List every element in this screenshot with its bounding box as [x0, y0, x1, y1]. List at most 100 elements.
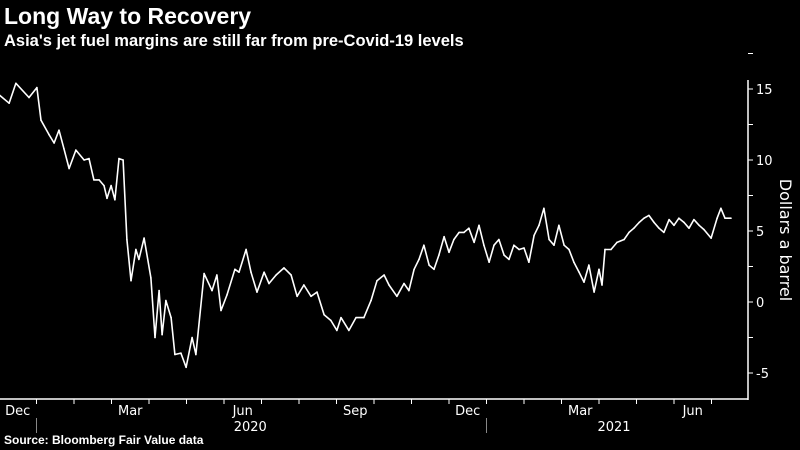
- data-point: [263, 271, 265, 273]
- chart-title: Long Way to Recovery: [4, 3, 252, 29]
- series-line-jet-fuel-margin: [0, 82, 731, 369]
- data-point: [154, 336, 156, 339]
- data-point: [458, 231, 460, 234]
- data-point: [296, 295, 298, 298]
- data-point: [523, 247, 525, 249]
- data-point: [583, 281, 585, 283]
- data-point: [463, 231, 465, 234]
- data-point: [604, 248, 606, 251]
- data-point: [114, 198, 116, 201]
- data-point: [396, 295, 398, 298]
- data-point: [103, 184, 105, 187]
- data-point: [256, 291, 258, 293]
- data-point: [135, 248, 137, 251]
- data-point: [508, 258, 510, 261]
- data-point: [93, 179, 95, 181]
- data-point: [122, 159, 124, 161]
- data-point: [376, 279, 378, 282]
- data-point: [8, 102, 10, 104]
- data-point: [143, 237, 145, 239]
- data-point: [290, 274, 292, 276]
- data-point: [658, 227, 660, 229]
- data-point: [688, 227, 690, 229]
- data-point: [703, 228, 705, 231]
- data-point: [528, 261, 530, 264]
- data-point: [668, 218, 670, 221]
- data-point: [340, 316, 342, 319]
- data-point: [593, 291, 595, 293]
- data-point: [488, 261, 490, 264]
- data-point: [628, 231, 630, 234]
- data-point: [203, 272, 205, 275]
- data-point: [336, 329, 338, 332]
- data-point: [558, 224, 560, 227]
- data-point: [330, 319, 332, 322]
- data-point: [48, 133, 50, 136]
- data-point: [174, 353, 176, 356]
- data-point: [573, 261, 575, 264]
- data-point: [601, 284, 603, 286]
- data-point: [68, 167, 70, 170]
- data-point: [28, 96, 30, 99]
- data-point: [563, 244, 565, 246]
- data-point: [720, 207, 722, 210]
- data-point: [730, 217, 732, 220]
- data-point: [598, 268, 600, 271]
- data-point: [428, 264, 430, 266]
- data-point: [468, 227, 470, 229]
- data-point: [710, 237, 712, 239]
- data-point: [453, 238, 455, 241]
- x-tick-label: Dec: [5, 404, 30, 419]
- data-point: [388, 284, 390, 286]
- chart-source: Source: Bloomberg Fair Value data: [4, 433, 204, 447]
- data-point: [610, 248, 612, 251]
- data-point: [548, 238, 550, 241]
- data-point: [538, 224, 540, 227]
- data-point: [323, 313, 325, 316]
- data-point: [268, 282, 270, 285]
- data-point: [543, 207, 545, 210]
- data-point: [226, 294, 228, 296]
- data-point: [588, 264, 590, 266]
- data-point: [36, 86, 38, 89]
- data-point: [355, 316, 357, 319]
- data-point: [83, 159, 85, 161]
- data-point: [250, 271, 252, 273]
- chart-subtitle: Asia's jet fuel margins are still far fr…: [4, 32, 464, 50]
- x-tick-label: Jun: [682, 404, 703, 419]
- data-point: [126, 238, 128, 241]
- data-point: [275, 274, 277, 276]
- data-point: [403, 282, 405, 285]
- data-point: [413, 268, 415, 271]
- x-tick-label: Dec: [455, 404, 480, 419]
- data-point: [170, 316, 172, 319]
- data-point: [443, 235, 445, 238]
- data-point: [483, 244, 485, 246]
- data-point: [633, 227, 635, 229]
- data-point: [724, 217, 726, 220]
- data-point: [383, 274, 385, 276]
- data-point: [370, 299, 372, 302]
- y-tick-label: 10: [756, 154, 773, 169]
- data-point: [98, 179, 100, 181]
- data-point: [180, 352, 182, 354]
- data-point: [513, 244, 515, 246]
- y-tick-label: 15: [756, 83, 773, 98]
- data-point: [238, 271, 240, 273]
- data-point: [303, 284, 305, 286]
- data-point: [110, 184, 112, 187]
- data-point: [448, 251, 450, 254]
- data-point: [498, 238, 500, 241]
- data-point: [643, 217, 645, 220]
- data-point: [195, 353, 197, 356]
- data-point: [234, 268, 236, 271]
- data-point: [503, 254, 505, 256]
- year-label: 2021: [597, 420, 630, 435]
- data-point: [63, 147, 65, 150]
- data-point: [418, 258, 420, 261]
- data-point: [130, 279, 132, 282]
- data-point: [191, 336, 193, 339]
- data-point: [211, 289, 213, 292]
- data-point: [553, 244, 555, 246]
